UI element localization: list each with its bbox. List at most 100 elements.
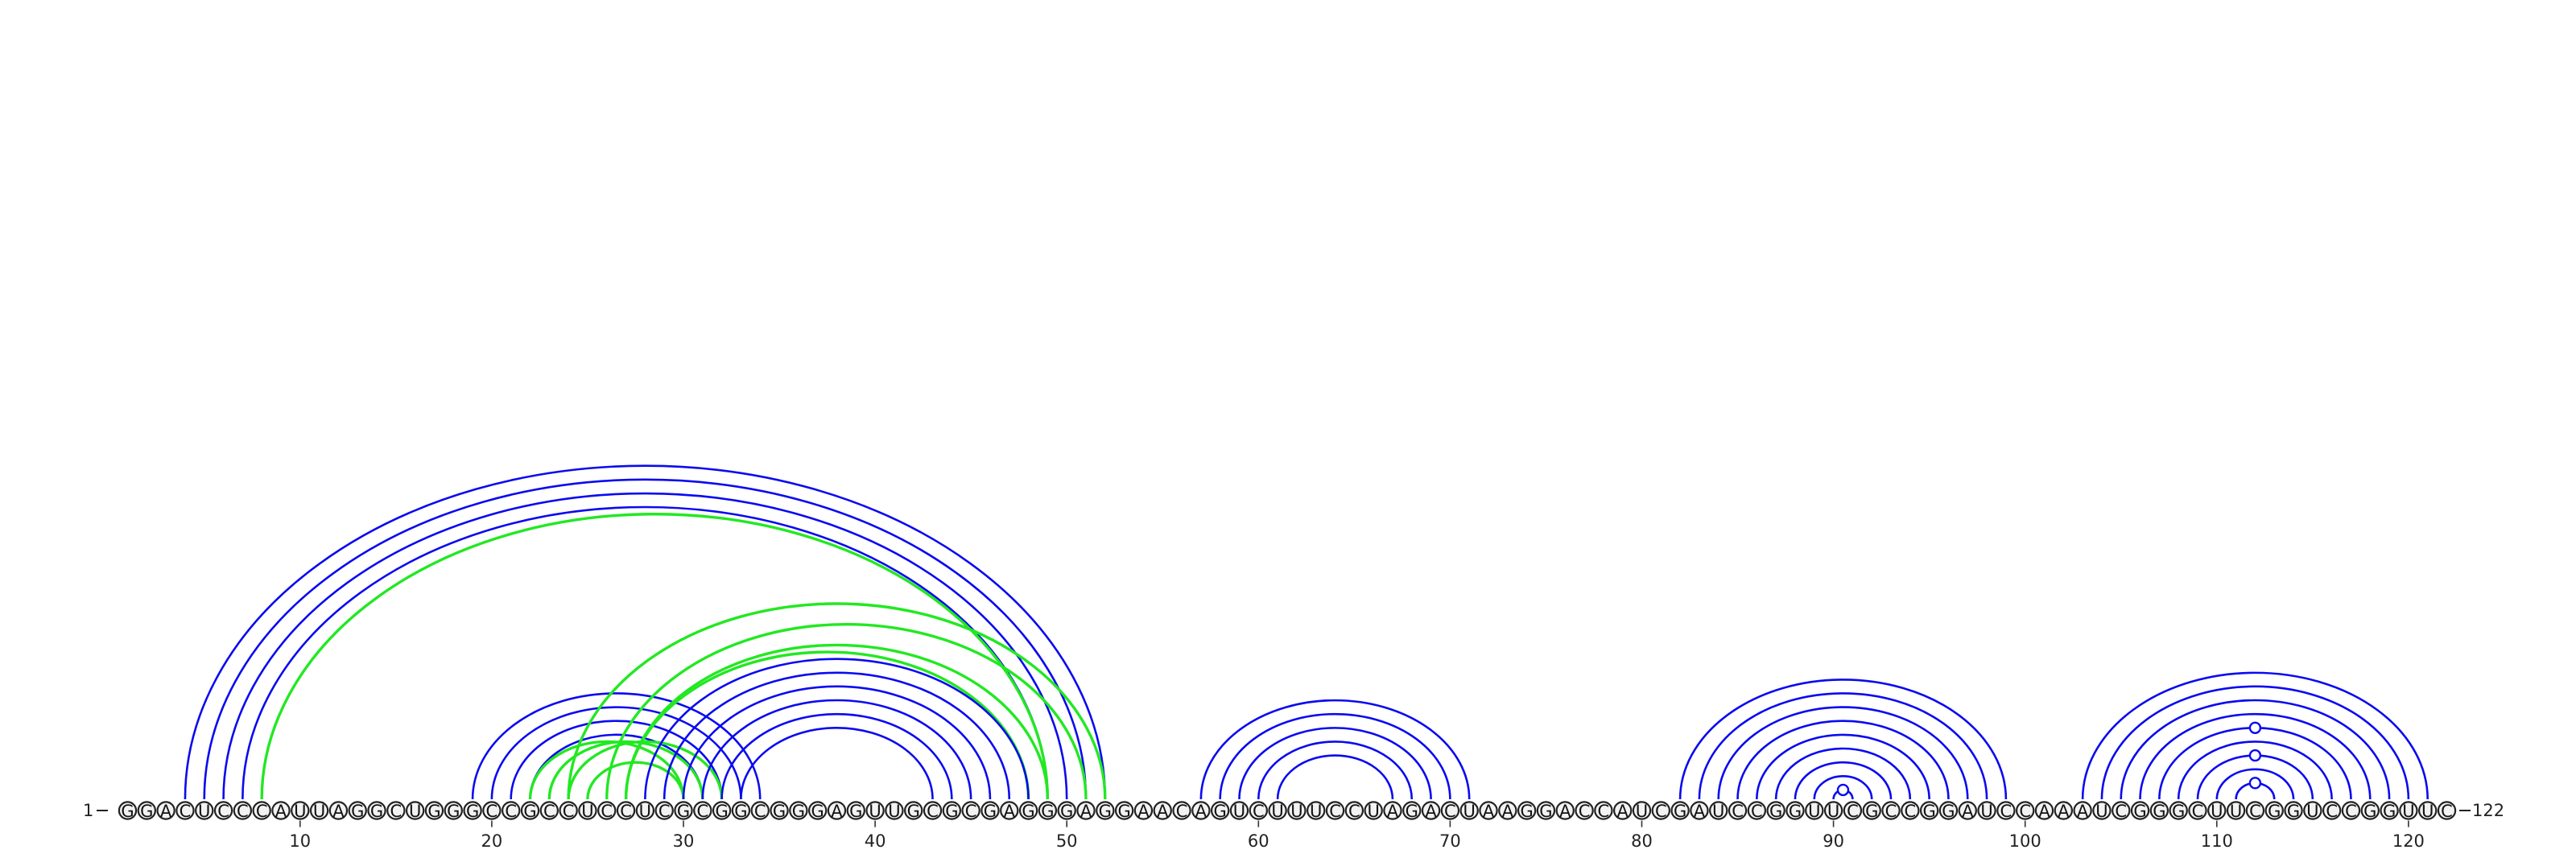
arc-20-33 <box>490 706 742 800</box>
tick-label-100: 100 <box>2009 831 2041 851</box>
nucleotide-circle <box>1575 801 1594 820</box>
nucleotide-circle <box>482 801 502 820</box>
sequence-start-label: 1 <box>83 801 93 820</box>
nucleotide-circle <box>1785 801 1805 820</box>
arc-23-31 <box>547 740 704 800</box>
nucleotide-letter: C <box>390 802 402 821</box>
nucleotide-circle <box>2245 801 2265 820</box>
nucleotide-circle <box>1172 801 1191 820</box>
arc-61-67 <box>1276 754 1394 800</box>
nucleotide: C <box>1651 801 1670 821</box>
nucleotide-letter: C <box>2345 802 2357 821</box>
nucleotide: C <box>175 801 195 821</box>
nucleotide-circle <box>1383 801 1402 820</box>
nucleotide-circle <box>1153 801 1172 820</box>
nucleotide-circle <box>961 801 980 820</box>
nucleotide-letter: U <box>2421 802 2434 821</box>
nucleotide-circle <box>750 801 770 820</box>
nucleotide-circle <box>2207 801 2227 820</box>
nucleotide-letter: G <box>2133 802 2146 821</box>
nucleotide-circle <box>731 801 751 820</box>
nucleotide-letter: U <box>1290 802 1302 821</box>
nucleotide: G <box>348 801 367 821</box>
nucleotide-letter: G <box>849 802 862 821</box>
nucleotide: C <box>1728 801 1748 821</box>
nucleotide-letter: G <box>1022 802 1034 821</box>
nucleotide-circle <box>789 801 808 820</box>
arc-88-93 <box>1794 761 1893 800</box>
nucleotide: G <box>424 801 444 821</box>
tick-label-10: 10 <box>289 831 311 851</box>
nucleotide-letter: C <box>1579 802 1591 821</box>
nucleotide: G <box>2149 801 2169 821</box>
arc-105-119 <box>2120 699 2391 800</box>
nucleotide: G <box>731 801 751 821</box>
nucleotide-circle <box>1459 801 1479 820</box>
nucleotide-letter: G <box>984 802 997 821</box>
nucleotide-letter: A <box>1080 802 1092 821</box>
nucleotide: C <box>923 801 943 821</box>
nucleotide-letter: G <box>2383 802 2396 821</box>
nucleotide-circle <box>213 801 233 820</box>
nucleotide: G <box>520 801 540 821</box>
nucleotide: A <box>271 801 291 821</box>
nucleotide: C <box>1747 801 1767 821</box>
nucleotide-letter: G <box>1674 802 1686 821</box>
nucleotide-circle <box>271 801 291 820</box>
nucleotide: A <box>328 801 349 821</box>
nucleotide: U <box>1459 801 1479 821</box>
sequence-track: 1 122 <box>83 801 2504 820</box>
nucleotide-letter: U <box>198 802 210 821</box>
nucleotide-letter: U <box>2095 802 2107 821</box>
nucleotide-circle <box>502 801 521 820</box>
nucleotide-letter: G <box>677 802 690 821</box>
nucleotide-circle <box>252 801 271 820</box>
nucleotide-letter: G <box>2363 802 2376 821</box>
nucleotide: G <box>712 801 732 821</box>
tick-label-60: 60 <box>1248 831 1269 851</box>
nucleotide-letter: C <box>696 802 708 821</box>
nucleotide-letter: C <box>2192 802 2204 821</box>
nucleotide: G <box>1210 801 1230 821</box>
nucleotide-letter: C <box>754 802 766 821</box>
nucleotide: A <box>827 801 847 821</box>
nucleotide-circle <box>520 801 540 820</box>
arc-26-51 <box>605 623 1088 800</box>
nucleotide-letter: C <box>965 802 977 821</box>
tick-label-110: 110 <box>2201 831 2233 851</box>
nucleotide-circle <box>1018 801 1038 820</box>
nucleotide: U <box>2303 801 2322 821</box>
tick-label-30: 30 <box>673 831 695 851</box>
nucleotide-circle <box>1709 801 1728 820</box>
nucleotide: G <box>444 801 463 821</box>
arc-58-70 <box>1219 712 1451 800</box>
nucleotide-letter: A <box>2058 802 2070 821</box>
nucleotide-circle <box>654 801 674 820</box>
nucleotide: G <box>1057 801 1076 821</box>
nucleotide: U <box>309 801 329 821</box>
nucleotide-circle <box>233 801 253 820</box>
nucleotide: G <box>807 801 828 821</box>
nucleotide-letter: U <box>639 802 651 821</box>
nucleotide: G <box>1766 801 1785 821</box>
nucleotide-circle <box>156 801 175 820</box>
nucleotide: U <box>2207 801 2227 821</box>
nucleotide-letter: G <box>1060 802 1073 821</box>
nucleotide: C <box>233 801 253 821</box>
nucleotide: G <box>980 801 1000 821</box>
arc-marker-109-115 <box>2248 749 2262 762</box>
nucleotide: A <box>1191 801 1211 821</box>
nucleotide-letter: U <box>1463 802 1476 821</box>
arc-22-30 <box>528 740 685 800</box>
nucleotide: G <box>1038 801 1058 821</box>
nucleotide-letter: C <box>1598 802 1610 821</box>
nucleotide-circle <box>1402 801 1422 820</box>
tick-label-40: 40 <box>865 831 886 851</box>
arc-29-47 <box>663 671 1011 800</box>
arc-30-46 <box>682 685 992 800</box>
nucleotide: G <box>770 801 789 821</box>
nucleotide-circle <box>463 801 482 820</box>
nucleotide-letter: U <box>313 802 325 821</box>
nucleotide-letter: U <box>2230 802 2242 821</box>
